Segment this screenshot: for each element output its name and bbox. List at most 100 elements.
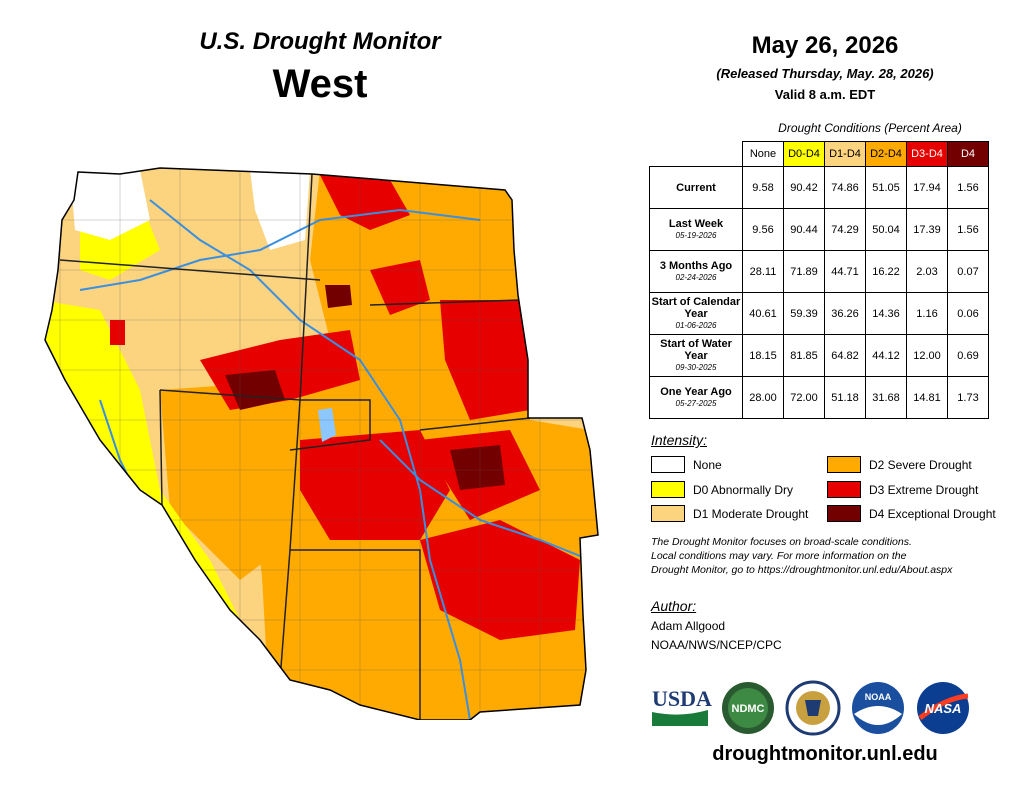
legend-swatch (651, 481, 685, 498)
legend-label: D2 Severe Drought (869, 457, 972, 472)
legend-label: None (693, 457, 722, 472)
region-title: West (272, 62, 368, 106)
table-cell: 64.82 (824, 334, 866, 377)
legend-swatch (651, 505, 685, 522)
table-cell: 9.56 (742, 208, 784, 251)
table-row: One Year Ago 05-27-2025 28.00 72.00 51.18… (649, 376, 989, 419)
legend-label: D3 Extreme Drought (869, 482, 979, 497)
row-title: Last Week (668, 217, 724, 230)
legend-item-none: None (651, 456, 722, 473)
author-title: Author: (651, 598, 697, 614)
ndmc-logo-text: NDMC (732, 703, 765, 715)
table-cell: 14.81 (906, 376, 948, 419)
release-date: (Released Thursday, May. 28, 2026) (716, 66, 934, 81)
table-cell: 90.44 (783, 208, 825, 251)
table-cell: 74.86 (824, 166, 866, 209)
drought-map (44, 167, 599, 720)
table-caption: Drought Conditions (Percent Area) (778, 121, 962, 135)
col-d3-d4: D3-D4 (906, 141, 948, 167)
table-cell: 44.71 (824, 250, 866, 293)
legend-item-d4: D4 Exceptional Drought (827, 505, 996, 522)
row-label: Last Week 05-19-2026 (649, 208, 743, 251)
table-cell: 90.42 (783, 166, 825, 209)
row-label: One Year Ago 05-27-2025 (649, 376, 743, 419)
table-cell: 0.06 (947, 292, 989, 335)
legend-title: Intensity: (651, 432, 708, 448)
col-d0-d4: D0-D4 (783, 141, 825, 167)
usda-logo-text: USDA (652, 686, 712, 711)
table-cell: 1.56 (947, 166, 989, 209)
table-cell: 44.12 (865, 334, 907, 377)
table-cell: 36.26 (824, 292, 866, 335)
table-header-row: None D0-D4 D1-D4 D2-D4 D3-D4 D4 (650, 141, 989, 167)
legend-label: D1 Moderate Drought (693, 506, 809, 521)
note-line: The Drought Monitor focuses on broad-sca… (651, 536, 912, 548)
table-cell: 1.73 (947, 376, 989, 419)
author-org: NOAA/NWS/NCEP/CPC (651, 638, 782, 652)
col-d2-d4: D2-D4 (865, 141, 907, 167)
legend-swatch (827, 505, 861, 522)
row-label: 3 Months Ago 02-24-2026 (649, 250, 743, 293)
row-label: Start of Calendar Year 01-06-2026 (649, 292, 743, 335)
legend-item-d1: D1 Moderate Drought (651, 505, 808, 522)
table-cell: 51.18 (824, 376, 866, 419)
table-cell: 31.68 (865, 376, 907, 419)
table-cell: 28.11 (742, 250, 784, 293)
table-cell: 59.39 (783, 292, 825, 335)
table-cell: 1.56 (947, 208, 989, 251)
table-cell: 40.61 (742, 292, 784, 335)
valid-time: Valid 8 a.m. EDT (774, 87, 876, 102)
legend-swatch (651, 456, 685, 473)
legend-label: D4 Exceptional Drought (869, 506, 996, 521)
table-cell: 12.00 (906, 334, 948, 377)
row-label: Current (649, 166, 743, 209)
site-url[interactable]: droughtmonitor.unl.edu (712, 743, 938, 765)
table-cell: 18.15 (742, 334, 784, 377)
table-cell: 17.94 (906, 166, 948, 209)
row-date: 02-24-2026 (675, 272, 717, 282)
disclaimer-note: The Drought Monitor focuses on broad-sca… (651, 535, 1011, 577)
legend-swatch (827, 481, 861, 498)
table-cell: 50.04 (865, 208, 907, 251)
table-cell: 2.03 (906, 250, 948, 293)
table-cell: 81.85 (783, 334, 825, 377)
col-none: None (742, 141, 784, 167)
row-title: Start of Water Year (660, 337, 732, 362)
table-row: Start of Water Year 09-30-2025 18.15 81.8… (649, 334, 989, 377)
row-label: Start of Water Year 09-30-2025 (649, 334, 743, 377)
table-cell: 14.36 (865, 292, 907, 335)
legend-item-d2: D2 Severe Drought (827, 456, 972, 473)
nasa-logo: NASA (917, 682, 969, 734)
drought-conditions-table: None D0-D4 D1-D4 D2-D4 D3-D4 D4 Current … (649, 141, 989, 419)
table-cell: 72.00 (783, 376, 825, 419)
usda-logo: USDA (652, 686, 712, 726)
table-row: 3 Months Ago 02-24-2026 28.11 71.89 44.71… (649, 250, 989, 293)
nasa-logo-text: NASA (925, 701, 962, 716)
noaa-logo: NOAA (852, 682, 904, 734)
row-date: 01-06-2026 (675, 320, 717, 330)
row-date: 09-30-2025 (675, 362, 717, 372)
row-date: 05-19-2026 (675, 230, 717, 240)
table-row: Current 9.58 90.42 74.86 51.05 17.94 1.5… (649, 166, 989, 209)
note-line: Drought Monitor, go to https://droughtmo… (651, 564, 953, 576)
legend-item-d3: D3 Extreme Drought (827, 481, 978, 498)
table-cell: 1.16 (906, 292, 948, 335)
legend-item-d0: D0 Abnormally Dry (651, 481, 793, 498)
row-title: One Year Ago (660, 385, 732, 398)
product-title: U.S. Drought Monitor (199, 28, 441, 55)
table-cell: 17.39 (906, 208, 948, 251)
legend-swatch (827, 456, 861, 473)
row-date: 05-27-2025 (675, 398, 717, 408)
partner-logos: USDA NDMC NOAA NASA (652, 680, 969, 736)
table-cell: 51.05 (865, 166, 907, 209)
table-cell: 0.07 (947, 250, 989, 293)
table-cell: 71.89 (783, 250, 825, 293)
table-cell: 74.29 (824, 208, 866, 251)
ndmc-logo: NDMC (722, 682, 774, 734)
col-d4: D4 (947, 141, 989, 167)
row-title: Current (676, 181, 716, 194)
table-corner (650, 142, 743, 167)
table-cell: 9.58 (742, 166, 784, 209)
table-row: Start of Calendar Year 01-06-2026 40.61 5… (649, 292, 989, 335)
doc-seal-logo (785, 680, 841, 736)
